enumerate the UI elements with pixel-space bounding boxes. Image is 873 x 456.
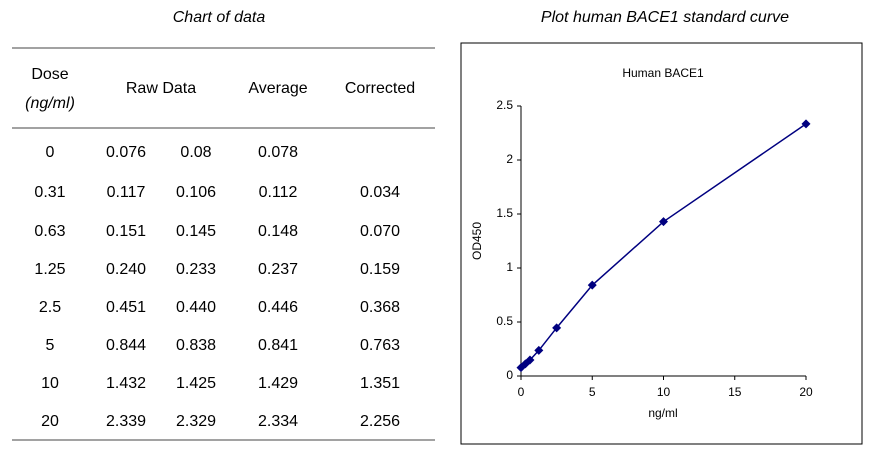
table-cell: 2.339 [106,413,146,430]
header-cell: Raw Data [126,80,196,97]
table-cell: 0.844 [106,337,146,354]
plot-heading: Plot human BACE1 standard curve [541,9,789,26]
table-cell: 0.368 [360,299,400,316]
header-cell: Corrected [345,80,415,97]
chart-title: Human BACE1 [622,66,704,80]
table-cell: 0 [46,144,55,161]
table-cell: 1.429 [258,375,298,392]
header-cell: Average [248,80,307,97]
y-tick-label: 2.5 [496,98,513,112]
table-cell: 0.240 [106,261,146,278]
table-cell: 5 [46,337,55,354]
table-cell: 0.440 [176,299,216,316]
table-cell: 0.148 [258,223,298,240]
data-point [552,323,562,333]
table-cell: 0.31 [34,184,65,201]
x-tick-label: 5 [589,385,596,399]
table-cell: 0.233 [176,261,216,278]
y-tick-label: 1.5 [496,206,513,220]
table-cell: 1.25 [34,261,65,278]
y-tick-label: 1 [506,260,513,274]
table-cell: 0.159 [360,261,400,278]
plot-frame [460,42,863,445]
table-cell: 0.63 [34,223,65,240]
table-cell: 2.334 [258,413,298,430]
table-cell: 1.425 [176,375,216,392]
x-tick-label: 10 [657,385,671,399]
header-cell: (ng/ml) [25,95,75,112]
x-axis-label: ng/ml [648,406,677,420]
y-axis-label: OD450 [470,222,484,260]
table-cell: 0.145 [176,223,216,240]
table-cell: 1.432 [106,375,146,392]
table-title: Chart of data [173,9,266,26]
x-tick-label: 15 [728,385,742,399]
table-cell: 0.076 [106,144,146,161]
table-cell: 0.117 [107,184,146,201]
table-cell: 0.151 [106,223,146,240]
curve [520,123,807,369]
table-cell: 0.451 [106,299,146,316]
table-cell: 0.070 [360,223,400,240]
y-tick-label: 2 [506,152,513,166]
data-point [534,345,544,355]
data-point [659,217,668,227]
table-cell: 20 [41,413,59,430]
table-cell: 1.351 [360,375,400,392]
table-cell: 0.446 [258,299,298,316]
table-cell: 0.763 [360,337,400,354]
data-point [587,280,597,290]
x-tick-label: 20 [799,385,813,399]
table-cell: 0.237 [258,261,298,278]
table-cell: 0.034 [360,184,400,201]
table-cell: 2.329 [176,413,216,430]
table-cell: 0.841 [258,337,298,354]
table-cell: 10 [41,375,59,392]
table-cell: 2.5 [39,299,61,316]
header-cell: Dose [31,66,68,83]
data-point [525,355,535,365]
table-cell: 0.838 [176,337,216,354]
table-cell: 0.106 [176,184,216,201]
y-tick-label: 0.5 [496,314,513,328]
y-tick-label: 0 [506,368,513,382]
table-cell: 0.078 [258,144,298,161]
data-point [801,119,811,129]
table-cell: 0.08 [180,144,211,161]
x-tick-label: 0 [518,385,525,399]
table-cell: 2.256 [360,413,400,430]
table-cell: 0.112 [259,184,298,201]
